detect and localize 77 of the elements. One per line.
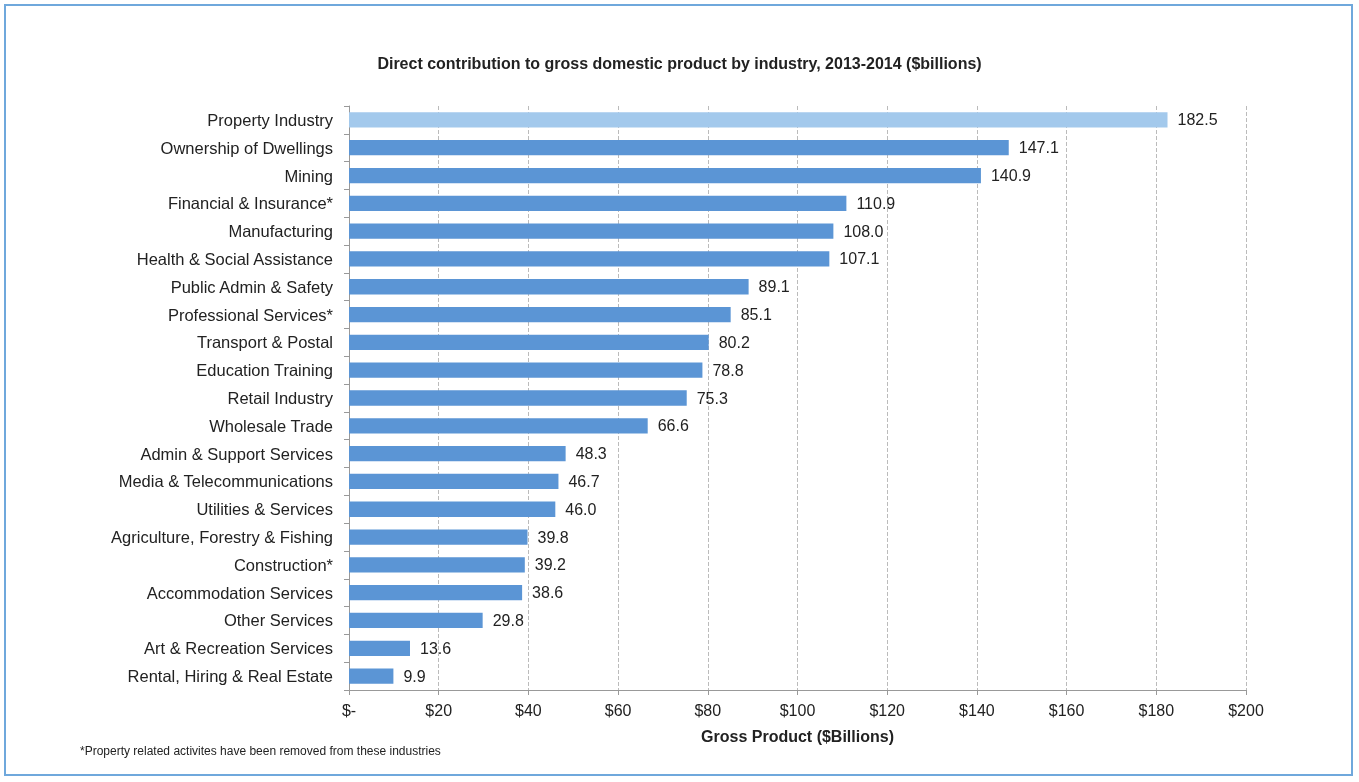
data-label: 108.0 [843,222,884,240]
y-tick-label: Agriculture, Forestry & Fishing [111,528,333,547]
data-label: 13.6 [420,639,452,657]
y-tick-label: Rental, Hiring & Real Estate [127,667,333,686]
x-tick-label: $120 [869,701,906,719]
bar [349,668,394,684]
x-tick-label: $20 [425,701,453,719]
bar [349,306,731,323]
x-tick-label: $100 [779,701,816,719]
y-tick-label: Other Services [223,611,333,630]
data-label: 66.6 [657,417,689,435]
data-label: 46.0 [565,500,597,518]
data-label: 78.8 [712,361,744,379]
bar [349,612,483,629]
y-tick-label: Accommodation Services [146,583,333,602]
bar [349,529,528,545]
bar [349,557,525,573]
bar [349,390,687,406]
bar [349,195,847,211]
bar [349,223,834,239]
x-tick-label: $40 [515,701,542,719]
bar [349,251,830,267]
bar [349,418,648,434]
y-tick-label: Utilities & Services [196,500,333,519]
bar [349,140,1009,156]
bar [349,473,559,490]
data-label: 46.7 [568,472,600,490]
data-label: 107.1 [839,250,880,268]
text: *Property related activites have been removed from these industries [80,744,441,758]
x-tick-label: $160 [1048,701,1085,719]
y-tick-label: Property Industry [207,110,334,129]
y-tick-label: Media & Telecommunications [118,472,333,491]
y-tick-label: Manufacturing [228,222,333,241]
bar [349,334,709,351]
bar [349,501,556,517]
x-tick-label: $180 [1138,701,1175,719]
data-label: 29.8 [492,611,524,629]
y-tick-label: Ownership of Dwellings [160,138,333,157]
y-tick-label: Retail Industry [227,389,334,407]
data-label: 80.2 [718,333,750,351]
y-tick-label: Health & Social Assistance [136,249,333,268]
data-label: 48.3 [575,445,607,463]
data-label: 75.3 [696,389,728,407]
y-tick-label: Mining [284,166,333,185]
y-tick-label: Wholesale Trade [209,416,333,435]
x-tick-label: $60 [604,701,632,719]
bar [349,167,981,184]
data-label: 182.5 [1177,111,1218,129]
data-label: 147.1 [1018,139,1059,157]
bar [349,279,749,295]
data-label: 9.9 [403,667,426,685]
data-label: 140.9 [990,167,1032,185]
y-tick-label: Financial & Insurance* [167,194,334,213]
chart-title: Direct contribution to gross domestic product by industry, 2013-2014 ($billions) [377,54,982,72]
y-tick-label: Construction* [233,555,334,574]
x-tick-label: $140 [959,701,995,719]
data-label: 38.6 [532,584,564,602]
y-tick-label: Public Admin & Safety [170,277,334,296]
y-tick-label: Art & Recreation Services [144,639,333,658]
y-tick-label: Education Training [196,361,333,380]
data-label: 39.8 [537,528,569,546]
y-tick-label: Transport & Postal [196,333,333,352]
y-tick-label: Professional Services* [167,305,334,324]
data-label: 110.9 [856,194,896,212]
x-tick-label: $80 [694,701,722,719]
data-label: 89.1 [758,278,790,296]
data-label: 85.1 [740,306,772,324]
x-tick-label: $- [341,701,357,719]
x-tick-label: $200 [1228,701,1264,719]
bar [349,445,566,462]
data-label: 39.2 [534,556,567,574]
bar [349,585,523,601]
x-axis-title: Gross Product ($Billions) [701,727,894,745]
bar [349,640,410,656]
bar [349,112,1168,128]
bar [349,362,703,378]
y-tick-label: Admin & Support Services [140,444,333,463]
